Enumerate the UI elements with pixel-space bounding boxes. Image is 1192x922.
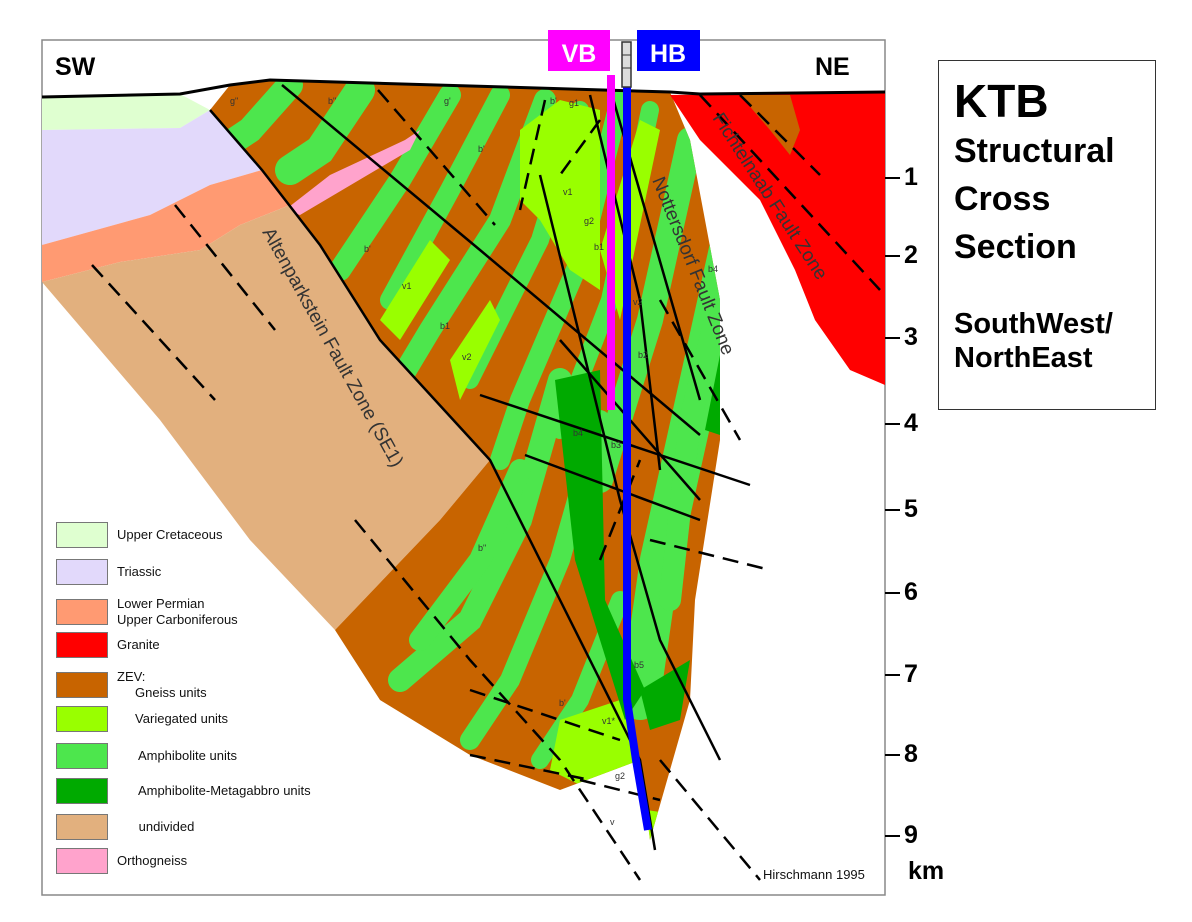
legend-swatch xyxy=(56,672,108,698)
unit-label: b' xyxy=(550,96,557,106)
unit-label: g1 xyxy=(569,98,579,108)
sw-label: SW xyxy=(55,53,96,81)
depth-unit-label: km xyxy=(908,857,945,885)
legend-label: ZEV: Gneiss units xyxy=(117,669,207,700)
unit-label: b1 xyxy=(440,321,450,331)
unit-labels: g" b" g' b' g1 b' v1 g2 b1 b' v1 b1 v2 v… xyxy=(230,96,718,827)
legend-label: Orthogneiss xyxy=(117,853,188,868)
title-line: Section xyxy=(954,228,1077,266)
legend-item: Granite xyxy=(56,632,160,658)
legend-swatch xyxy=(56,814,108,840)
depth-tick-label: 7 xyxy=(904,660,918,688)
hb-borehole xyxy=(623,80,652,831)
unit-label: b4 xyxy=(708,264,718,274)
unit-label: v2 xyxy=(633,297,643,307)
hb-label: HB xyxy=(650,40,686,68)
unit-label: b' xyxy=(364,244,371,254)
depth-tick-label: 3 xyxy=(904,323,918,351)
legend-item: undivided xyxy=(56,814,194,840)
permian-carboniferous-unit xyxy=(42,170,290,282)
surface-line xyxy=(41,78,886,99)
undivided-unit xyxy=(42,205,490,630)
depth-tick-label: 1 xyxy=(904,163,918,191)
legend-label: Upper Cretaceous xyxy=(117,527,223,542)
legend-item: ZEV: Gneiss units xyxy=(56,669,207,701)
unit-label: b3 xyxy=(611,440,621,450)
unit-label: b1 xyxy=(594,242,604,252)
unit-label: g2 xyxy=(615,771,625,781)
legend-label: Triassic xyxy=(117,564,162,579)
unit-label: g' xyxy=(444,96,451,106)
unit-label: v1* xyxy=(602,716,616,726)
depth-tick-label: 8 xyxy=(904,740,918,768)
legend-swatch xyxy=(56,743,108,769)
drill-rig-icon xyxy=(621,41,632,88)
legend-swatch xyxy=(56,632,108,658)
unit-label: v xyxy=(610,817,615,827)
depth-ticks xyxy=(885,177,900,837)
unit-label: v2 xyxy=(462,352,472,362)
depth-tick-label: 2 xyxy=(904,241,918,269)
depth-tick-label: 9 xyxy=(904,821,918,849)
legend-item: Amphibolite units xyxy=(56,743,237,769)
unit-label: b" xyxy=(328,96,336,106)
unit-label: g" xyxy=(230,96,238,106)
orthogneiss-unit xyxy=(285,130,420,215)
unit-label: b" xyxy=(478,543,486,553)
granite-unit xyxy=(670,92,885,385)
vb-label: VB xyxy=(562,40,597,68)
direction-line: SouthWest/ xyxy=(954,308,1113,340)
legend-item: Triassic xyxy=(56,559,161,585)
legend-label: Granite xyxy=(117,637,160,652)
unit-label: b4 xyxy=(573,428,583,438)
legend-item: Variegated units xyxy=(56,706,228,732)
triassic-unit xyxy=(42,110,262,245)
faults-dashed xyxy=(91,89,881,881)
unit-label: g2 xyxy=(584,216,594,226)
legend-swatch xyxy=(56,522,108,548)
title-box: KTB Structural Cross Section SouthWest/ … xyxy=(938,60,1156,410)
legend-swatch xyxy=(56,706,108,732)
title-main: KTB xyxy=(954,75,1049,127)
depth-tick-label: 6 xyxy=(904,578,918,606)
title-line: Cross xyxy=(954,180,1051,218)
legend-label: Amphibolite-Metagabbro units xyxy=(117,783,311,798)
direction-line: NorthEast xyxy=(954,342,1093,374)
legend-label: Variegated units xyxy=(117,711,229,726)
unit-label: v1 xyxy=(402,281,412,291)
vb-label-box xyxy=(548,30,610,71)
legend-swatch xyxy=(56,778,108,804)
depth-tick-label: 5 xyxy=(904,495,918,523)
legend-item: Lower Permian Upper Carboniferous xyxy=(56,596,238,628)
legend-item: Amphibolite-Metagabbro units xyxy=(56,778,311,804)
legend-label: undivided xyxy=(117,819,195,834)
legend-label: Lower Permian Upper Carboniferous xyxy=(117,596,238,627)
depth-tick-label: 4 xyxy=(904,409,918,437)
title-line: Structural xyxy=(954,132,1115,170)
unit-label: b' xyxy=(559,698,566,708)
legend-swatch xyxy=(56,559,108,585)
legend-swatch xyxy=(56,599,108,625)
unit-label: b' xyxy=(478,144,485,154)
legend-item: Upper Cretaceous xyxy=(56,522,223,548)
legend-swatch xyxy=(56,848,108,874)
legend-item: Orthogneiss xyxy=(56,848,187,874)
upper-cretaceous-unit xyxy=(42,94,210,130)
unit-label: b2 xyxy=(638,350,648,360)
unit-label: v1 xyxy=(563,187,573,197)
unit-label: b5 xyxy=(634,660,644,670)
hb-label-box xyxy=(637,30,700,71)
credit-label: Hirschmann 1995 xyxy=(763,867,865,882)
legend-label: Amphibolite units xyxy=(117,748,237,763)
ne-label: NE xyxy=(815,53,850,81)
